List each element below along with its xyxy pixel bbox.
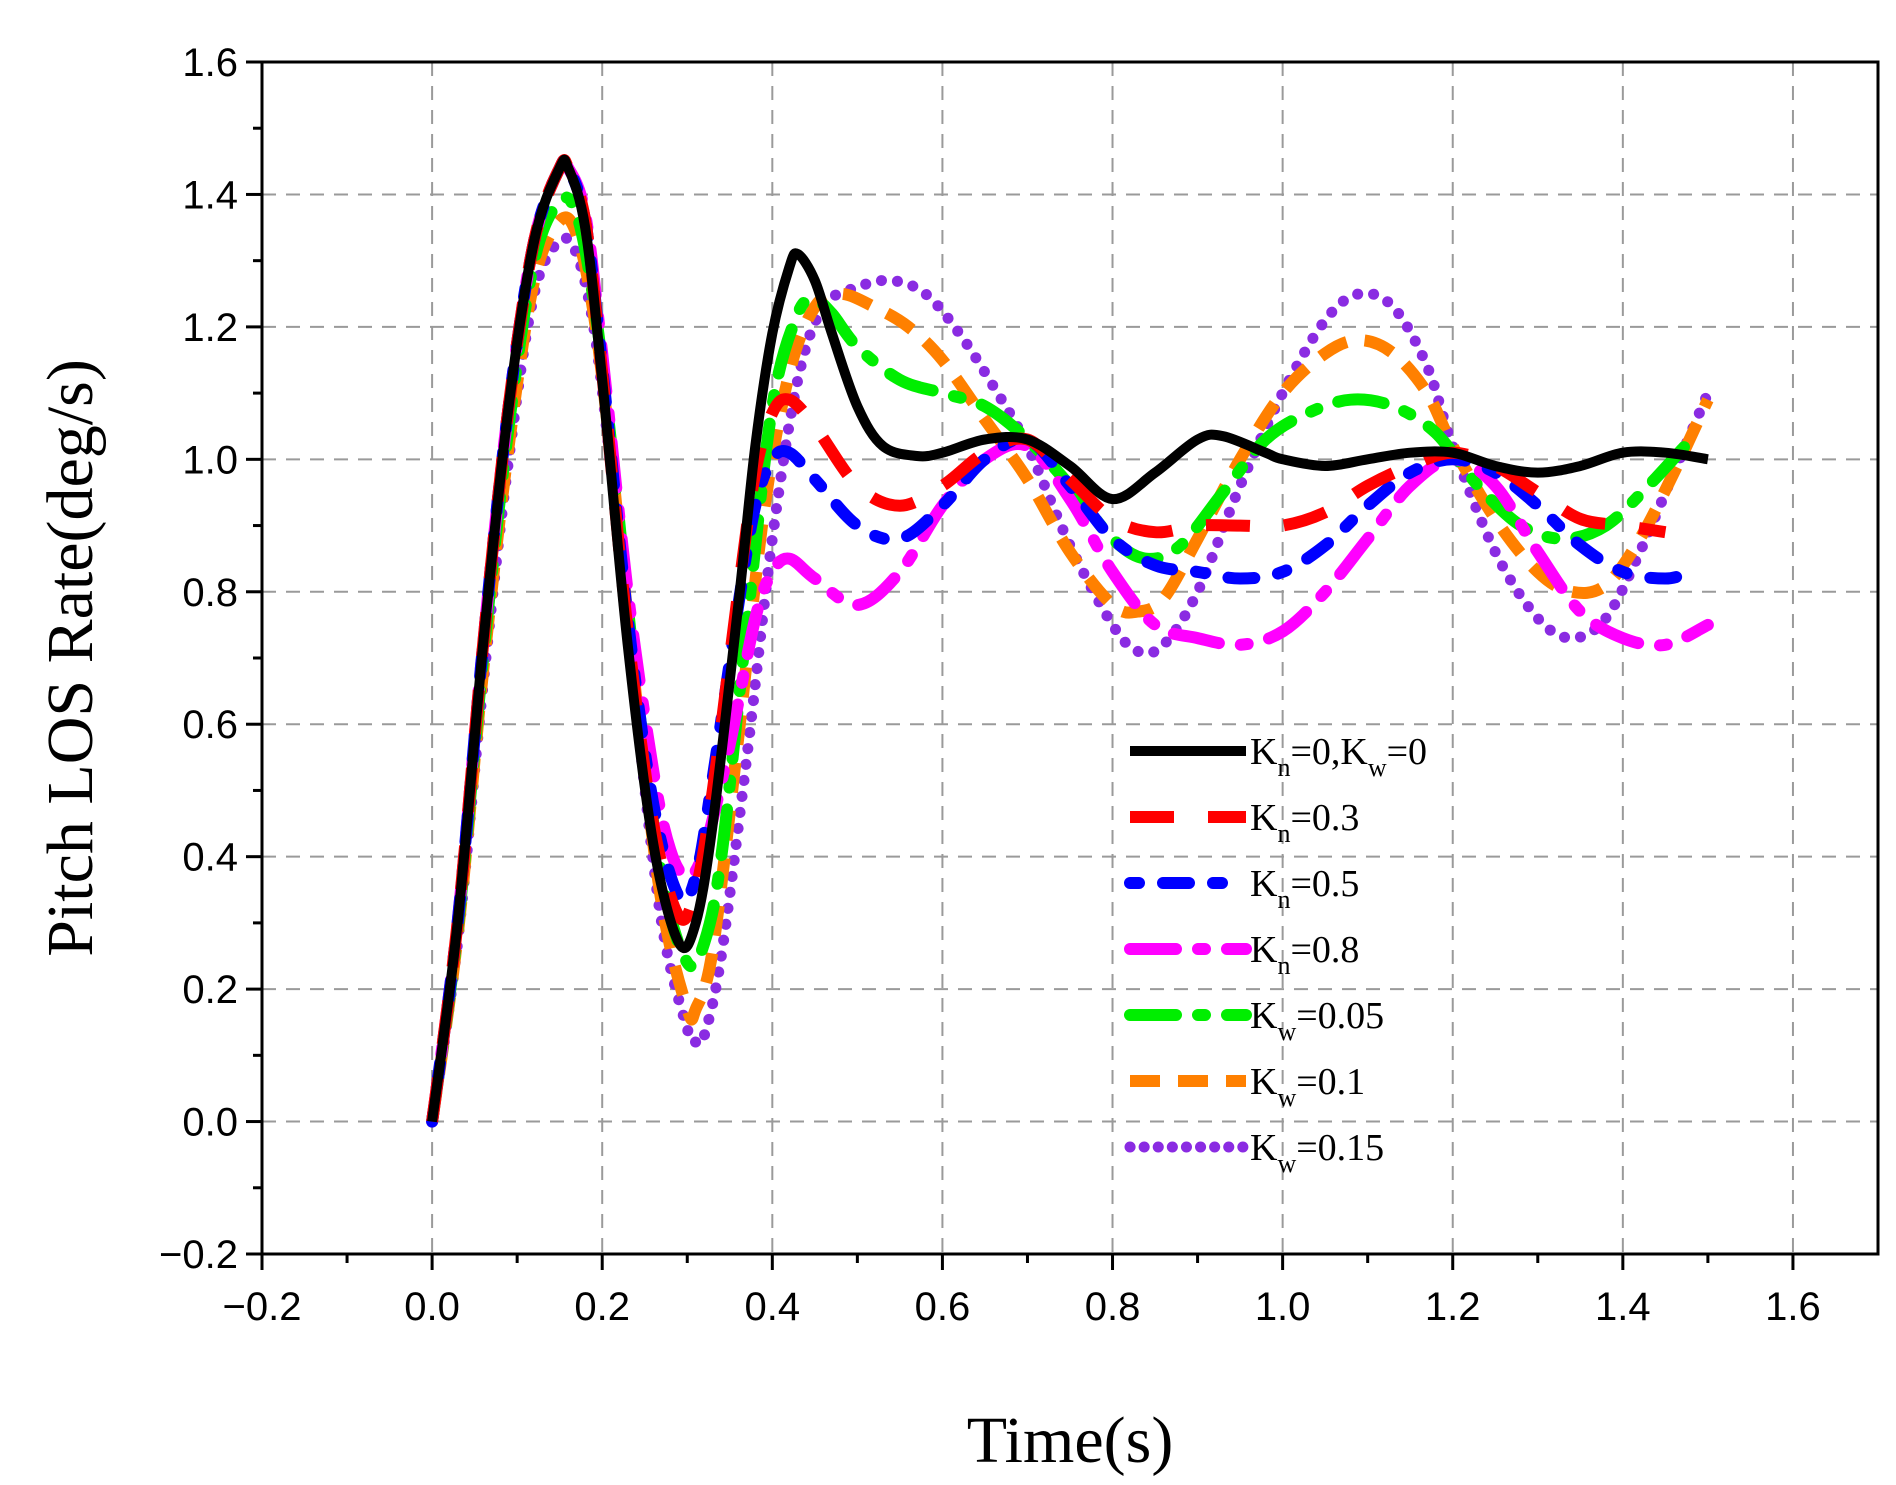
legend-label-4: Kw=0.05 — [1250, 995, 1384, 1046]
legend-label-5-part-2: =0.1 — [1296, 1061, 1365, 1103]
legend-label-0-part-4: =0 — [1387, 731, 1427, 773]
y-tick-label-4: 0.6 — [182, 703, 238, 747]
legend-label-3: Kn=0.8 — [1250, 929, 1359, 980]
legend-label-4-part-1: w — [1277, 1017, 1296, 1046]
series-line-5 — [426, 211, 1714, 1123]
x-tick-label-3: 0.4 — [745, 1285, 801, 1329]
y-axis-title: Pitch LOS Rate(deg/s) — [34, 359, 107, 957]
legend-label-5-part-1: w — [1277, 1083, 1296, 1112]
legend-label-1-part-1: n — [1277, 819, 1290, 848]
x-tick-label-0: −0.2 — [223, 1285, 302, 1329]
x-tick-label-4: 0.6 — [915, 1285, 971, 1329]
legend-label-3-part-0: K — [1250, 929, 1278, 971]
legend-label-3-part-2: =0.8 — [1290, 929, 1359, 971]
legend-label-1-part-0: K — [1250, 797, 1278, 839]
legend-label-3-part-1: n — [1277, 951, 1290, 980]
x-axis-title: Time(s) — [967, 1404, 1174, 1477]
legend-label-1: Kn=0.3 — [1250, 797, 1359, 848]
y-tick-label-2: 0.2 — [182, 968, 238, 1012]
legend-label-0-part-0: K — [1250, 731, 1278, 773]
series-line-0 — [427, 154, 1709, 1123]
y-tick-label-3: 0.4 — [182, 836, 238, 880]
legend-label-2-part-1: n — [1277, 885, 1290, 914]
y-tick-label-5: 0.8 — [182, 571, 238, 615]
legend-label-5: Kw=0.1 — [1250, 1061, 1365, 1112]
x-tick-label-2: 0.2 — [574, 1285, 630, 1329]
series-layer — [426, 154, 1714, 1128]
x-tick-label-8: 1.4 — [1595, 1285, 1651, 1329]
x-tick-label-5: 0.8 — [1085, 1285, 1141, 1329]
y-axis: −0.2 0.0 0.2 0.4 0.6 0.8 1.0 1.2 1.4 1.6 — [159, 41, 262, 1277]
legend-label-6-part-0: K — [1250, 1127, 1278, 1169]
legend-label-6-part-1: w — [1277, 1149, 1296, 1178]
legend-label-2-part-0: K — [1250, 863, 1278, 905]
legend-label-0-part-2: =0,K — [1290, 731, 1368, 773]
y-tick-label-7: 1.2 — [182, 306, 238, 350]
y-tick-label-6: 1.0 — [182, 438, 238, 482]
legend-label-0-part-1: n — [1277, 753, 1290, 782]
legend: Kn=0,Kw=0Kn=0.3Kn=0.5Kn=0.8Kw=0.05Kw=0.1… — [1124, 731, 1427, 1178]
series-line-4 — [426, 191, 1697, 1128]
x-tick-label-1: 0.0 — [404, 1285, 460, 1329]
legend-label-2: Kn=0.5 — [1250, 863, 1359, 914]
x-tick-label-7: 1.2 — [1425, 1285, 1481, 1329]
legend-label-1-part-2: =0.3 — [1290, 797, 1359, 839]
legend-label-5-part-0: K — [1250, 1061, 1278, 1103]
y-tick-label-0: −0.2 — [159, 1233, 238, 1277]
y-tick-label-1: 0.0 — [182, 1101, 238, 1145]
legend-label-0: Kn=0,Kw=0 — [1250, 731, 1427, 782]
legend-label-4-part-2: =0.05 — [1296, 995, 1384, 1037]
legend-label-2-part-2: =0.5 — [1290, 863, 1359, 905]
x-tick-label-9: 1.6 — [1765, 1285, 1821, 1329]
legend-label-4-part-0: K — [1250, 995, 1278, 1037]
legend-label-6-part-2: =0.15 — [1296, 1127, 1384, 1169]
legend-label-6: Kw=0.15 — [1250, 1127, 1384, 1178]
x-tick-label-6: 1.0 — [1255, 1285, 1311, 1329]
y-tick-label-8: 1.4 — [182, 173, 238, 217]
legend-label-0-part-3: w — [1368, 753, 1387, 782]
x-axis: −0.2 0.0 0.2 0.4 0.6 0.8 1.0 1.2 1.4 1.6 — [223, 1254, 1821, 1329]
y-tick-label-9: 1.6 — [182, 41, 238, 85]
